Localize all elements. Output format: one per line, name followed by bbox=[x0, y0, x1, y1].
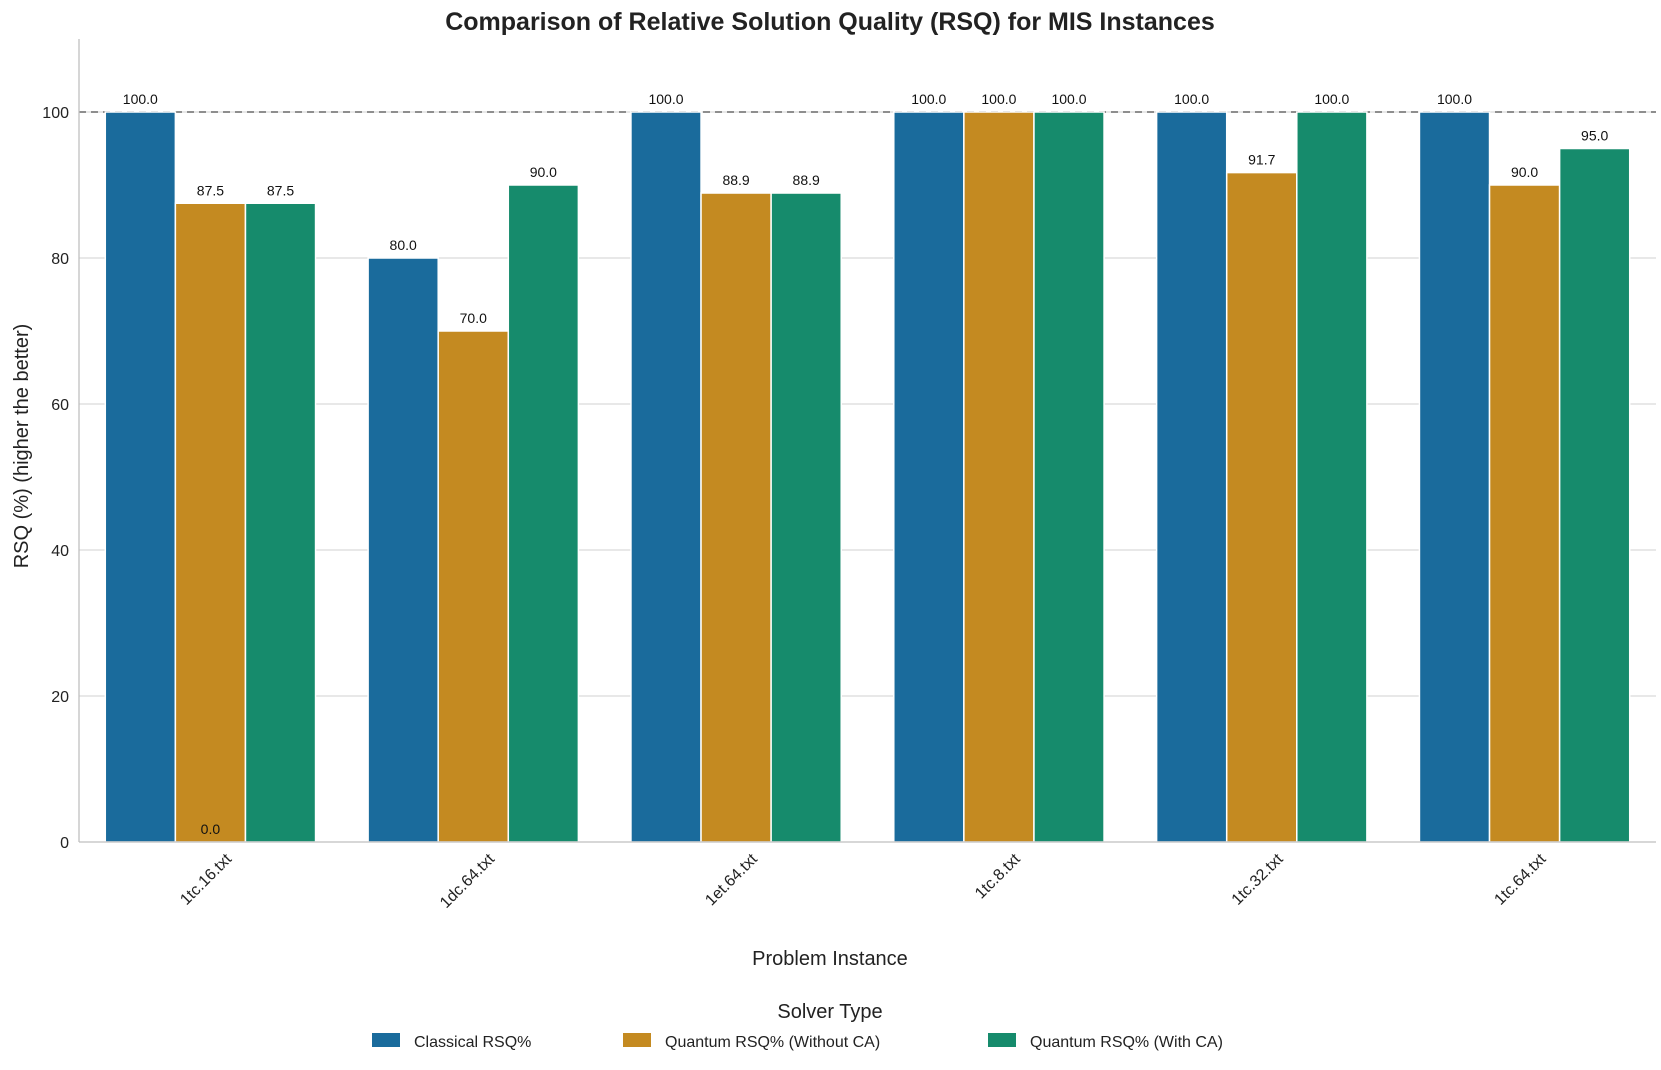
y-tick-label-40: 40 bbox=[51, 543, 69, 560]
bar-value-label: 70.0 bbox=[460, 310, 487, 326]
x-tick-label-1tc.64.txt: 1tc.64.txt bbox=[1491, 850, 1549, 908]
chart-title: Comparison of Relative Solution Quality … bbox=[445, 8, 1215, 36]
x-tick-label-1tc.16.txt: 1tc.16.txt bbox=[177, 850, 235, 908]
bar-value-label: 90.0 bbox=[1511, 164, 1538, 180]
bars-group bbox=[104, 111, 1631, 843]
y-axis-label: RSQ (%) (higher the better) bbox=[11, 324, 33, 569]
bar-1tc.64.txt-2 bbox=[1558, 147, 1631, 843]
bar-value-label: 100.0 bbox=[123, 91, 158, 107]
x-tick-labels: 1tc.16.txt 1dc.64.txt 1et.64.txt 1tc.8.txt 1… bbox=[177, 850, 1549, 911]
bar-value-label: 87.5 bbox=[197, 182, 224, 198]
annotation-label-0: 0.0 bbox=[201, 821, 221, 837]
legend-swatch-2 bbox=[988, 1033, 1016, 1047]
bar-value-label: 88.9 bbox=[722, 172, 749, 188]
bar-1tc.32.txt-2 bbox=[1296, 111, 1368, 843]
bar-value-label: 87.5 bbox=[267, 182, 294, 198]
axes-group bbox=[78, 39, 1656, 843]
y-tick-label-100: 100 bbox=[42, 105, 69, 122]
bar-1tc.16.txt-1 bbox=[174, 202, 247, 843]
bar-1tc.8.txt-1 bbox=[963, 111, 1035, 843]
bar-1tc.8.txt-2 bbox=[1033, 111, 1105, 843]
legend-label-0: Classical RSQ% bbox=[414, 1034, 531, 1051]
x-tick-label-1dc.64.txt: 1dc.64.txt bbox=[437, 850, 498, 911]
gridlines bbox=[79, 111, 1656, 697]
y-tick-labels: 0 20 40 60 80 100 bbox=[42, 105, 69, 852]
bar-1dc.64.txt-2 bbox=[507, 184, 580, 843]
bar-1dc.64.txt-1 bbox=[437, 330, 510, 843]
bar-1tc.64.txt-1 bbox=[1488, 184, 1561, 843]
bar-1tc.64.txt-0 bbox=[1418, 111, 1491, 843]
bar-1tc.8.txt-0 bbox=[893, 111, 965, 843]
bar-value-label: 100.0 bbox=[1437, 91, 1472, 107]
legend-swatch-1 bbox=[623, 1033, 651, 1047]
bar-value-label: 80.0 bbox=[390, 237, 417, 253]
y-tick-label-20: 20 bbox=[51, 689, 69, 706]
bar-labels-group: 100.0 87.5 87.5 80.0 70.0 90.0 100.0 88.9 88.9 10… bbox=[123, 91, 1609, 837]
y-tick-label-80: 80 bbox=[51, 251, 69, 268]
y-tick-label-0: 0 bbox=[60, 835, 69, 852]
x-axis-label: Problem Instance bbox=[752, 948, 908, 970]
legend-label-2: Quantum RSQ% (With CA) bbox=[1030, 1034, 1223, 1051]
bar-1tc.16.txt-0 bbox=[104, 111, 177, 843]
bar-1tc.16.txt-2 bbox=[244, 202, 317, 843]
bar-1et.64.txt-0 bbox=[630, 111, 702, 843]
legend: Classical RSQ% Quantum RSQ% (Without CA) Q… bbox=[372, 1033, 1223, 1051]
bar-value-label: 91.7 bbox=[1248, 152, 1275, 168]
bar-1dc.64.txt-0 bbox=[367, 257, 439, 843]
bar-value-label: 88.9 bbox=[793, 172, 820, 188]
bar-value-label: 100.0 bbox=[1174, 91, 1209, 107]
legend-label-1: Quantum RSQ% (Without CA) bbox=[665, 1034, 880, 1051]
bar-value-label: 100.0 bbox=[981, 91, 1016, 107]
bar-value-label: 100.0 bbox=[911, 91, 946, 107]
x-tick-label-1et.64.txt: 1et.64.txt bbox=[702, 850, 761, 909]
bar-value-label: 100.0 bbox=[648, 91, 683, 107]
bar-1tc.32.txt-1 bbox=[1225, 171, 1298, 843]
bar-value-label: 95.0 bbox=[1581, 128, 1608, 144]
bar-value-label: 100.0 bbox=[1051, 91, 1086, 107]
bar-1tc.32.txt-0 bbox=[1155, 111, 1228, 843]
bar-1et.64.txt-1 bbox=[700, 192, 772, 843]
bar-value-label: 90.0 bbox=[530, 164, 557, 180]
bar-1et.64.txt-2 bbox=[770, 192, 842, 843]
legend-swatch-0 bbox=[372, 1033, 400, 1047]
x-tick-label-1tc.8.txt: 1tc.8.txt bbox=[972, 850, 1024, 902]
x-tick-label-1tc.32.txt: 1tc.32.txt bbox=[1229, 850, 1287, 908]
legend-title: Solver Type bbox=[777, 1001, 882, 1023]
y-tick-label-60: 60 bbox=[51, 397, 69, 414]
bar-value-label: 100.0 bbox=[1314, 91, 1349, 107]
